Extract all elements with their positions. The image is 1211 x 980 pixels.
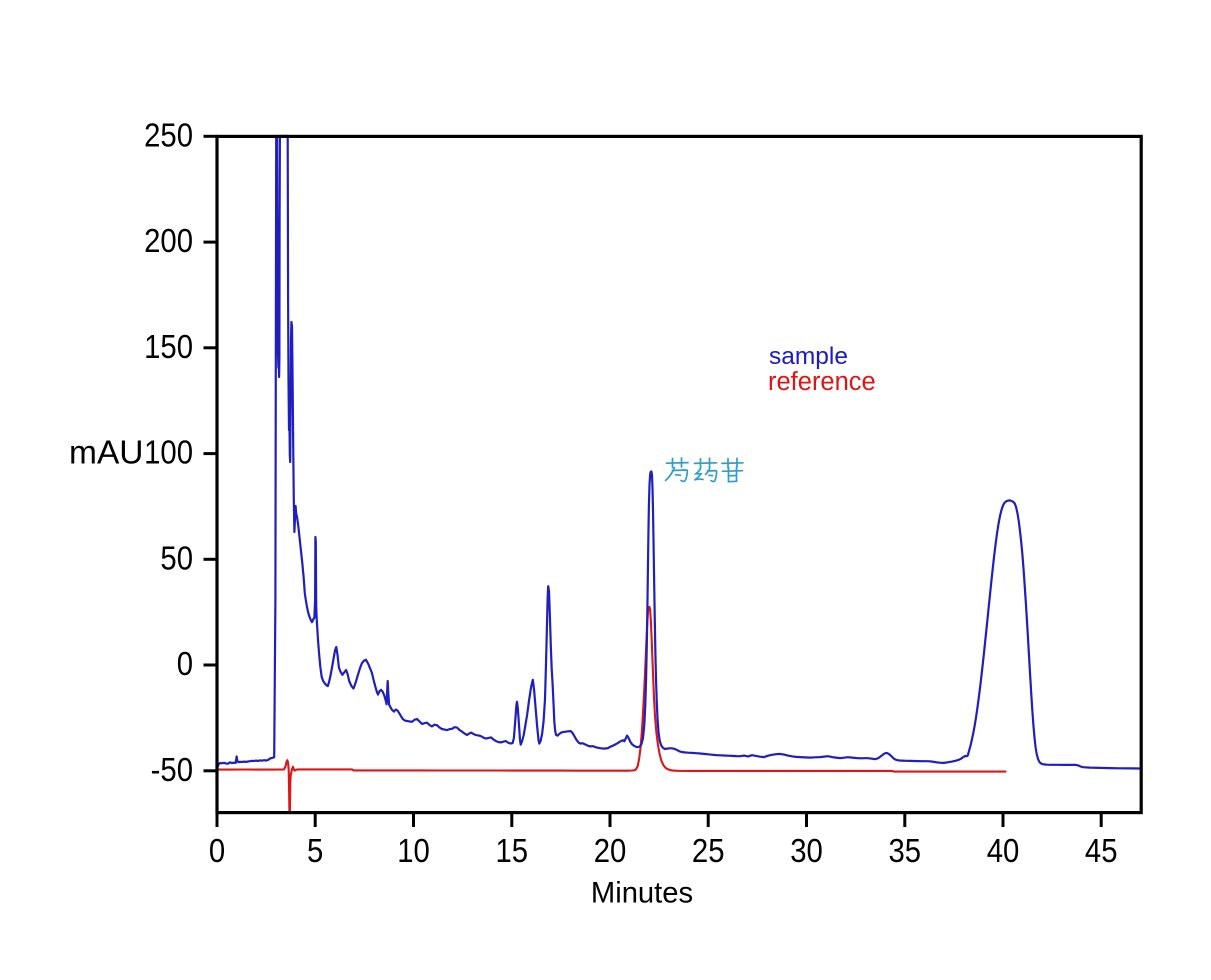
svg-text:150: 150 xyxy=(144,328,193,365)
svg-text:5: 5 xyxy=(307,832,323,869)
svg-text:40: 40 xyxy=(987,832,1020,869)
svg-text:sample: sample xyxy=(769,343,848,370)
svg-text:0: 0 xyxy=(177,645,193,682)
svg-text:200: 200 xyxy=(144,222,193,259)
svg-text:reference: reference xyxy=(768,368,876,396)
svg-text:25: 25 xyxy=(692,832,725,869)
svg-text:-50: -50 xyxy=(151,751,193,788)
svg-text:30: 30 xyxy=(790,832,823,869)
svg-text:15: 15 xyxy=(495,832,528,869)
svg-text:20: 20 xyxy=(594,832,627,869)
svg-text:mAU: mAU xyxy=(69,435,143,472)
svg-text:100: 100 xyxy=(144,434,193,471)
svg-text:250: 250 xyxy=(144,116,193,153)
svg-text:0: 0 xyxy=(209,832,225,869)
svg-text:35: 35 xyxy=(888,832,921,869)
svg-text:Minutes: Minutes xyxy=(591,878,693,910)
svg-text:45: 45 xyxy=(1085,832,1118,869)
svg-text:10: 10 xyxy=(397,832,430,869)
svg-text:50: 50 xyxy=(160,539,193,576)
